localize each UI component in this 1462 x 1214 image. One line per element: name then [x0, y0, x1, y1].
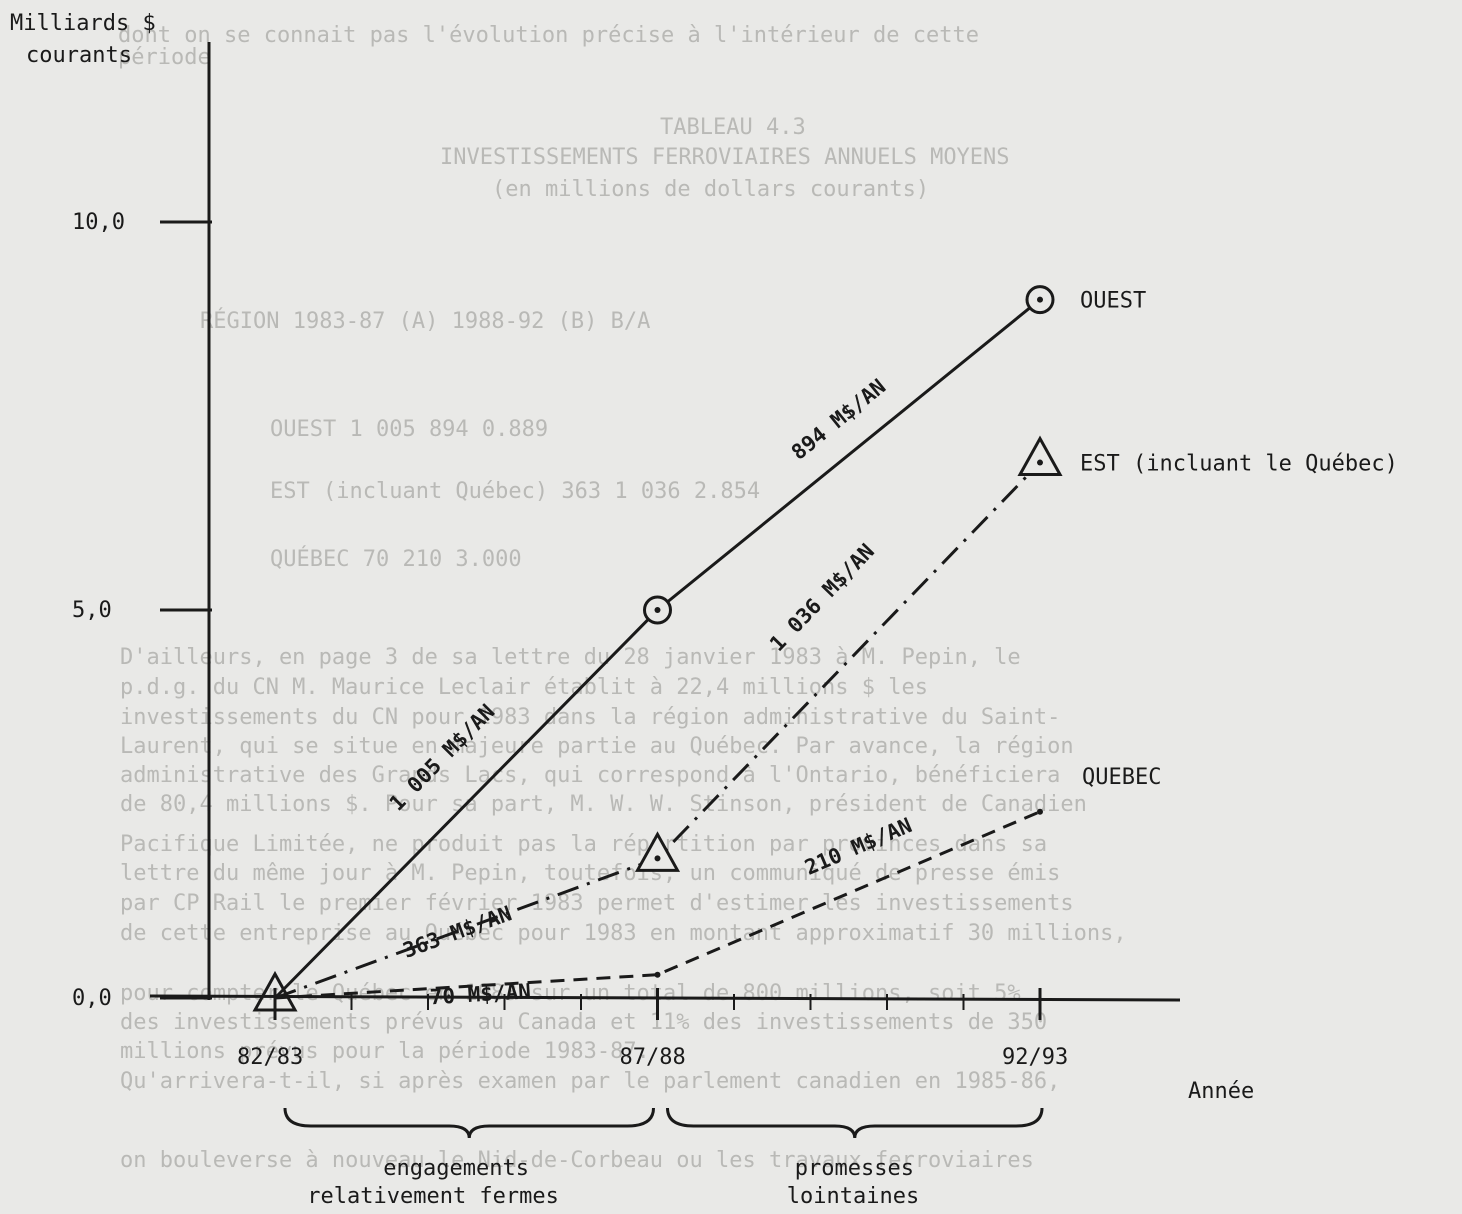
bleed-through-line: pour compter le Québec en 1983 sur un to… [120, 981, 1021, 1006]
series-name-label: QUEBEC [1082, 765, 1161, 790]
period-label-line1: promesses [795, 1156, 914, 1181]
x-axis [149, 994, 1181, 1002]
bleed-through-line: millions prévus pour la période 1983-87. [120, 1039, 650, 1064]
series-name-label: OUEST [1080, 289, 1146, 314]
bleed-through-line: (en millions de dollars courants) [492, 177, 929, 202]
bleed-through-line: on bouleverse à nouveau le Nid-de-Corbea… [120, 1148, 1034, 1173]
period-label-line1: engagements [383, 1156, 529, 1181]
period-label-line2: relativement fermes [307, 1184, 559, 1209]
data-point-dot [654, 855, 661, 862]
x-ticks: 82/83 87/88 92/93 [237, 988, 1068, 1070]
series-line [274, 461, 1042, 1000]
bleed-through-line: D'ailleurs, en page 3 de sa lettre du 28… [120, 645, 1021, 670]
period-bracket [666, 1107, 1044, 1139]
bleed-through-line: dont on se connait pas l'évolution préci… [118, 23, 979, 48]
x-tick-label: 82/83 [237, 1045, 303, 1070]
bleed-through-line: EST (incluant Québec) 363 1 036 2.854 [270, 479, 760, 504]
y-tick-label: 5,0 [72, 598, 112, 623]
bleed-through-line: RÉGION 1983-87 (A) 1988-92 (B) B/A [200, 308, 650, 334]
y-axis-title-line1: Milliards $ [10, 11, 156, 36]
series-name-label: EST (incluant le Québec) [1080, 452, 1398, 477]
x-tick-label: 92/93 [1002, 1045, 1068, 1070]
y-axis-title-line2: courants [26, 43, 132, 68]
x-axis-title: Année [1188, 1079, 1254, 1104]
bleed-through-line: période [118, 45, 211, 70]
bleed-through-line: de cette entreprise au Québec pour 1983 … [120, 921, 1127, 946]
data-point-dot [654, 971, 661, 978]
data-point-dot [1037, 296, 1043, 303]
y-ticks: 0,0 5,0 10,0 [72, 210, 212, 1011]
period-brackets: engagements relativement fermes promesses l… [283, 1107, 1044, 1209]
bleed-through-line: administrative des Grands Lacs, qui corr… [120, 763, 1060, 788]
x-minor-ticks [350, 994, 965, 1010]
period-bracket [283, 1107, 655, 1139]
bleed-through-line: TABLEAU 4.3 [660, 115, 806, 140]
y-tick-label: 0,0 [72, 986, 112, 1011]
bleed-through-line: INVESTISSEMENTS FERROVIAIRES ANNUELS MOY… [440, 145, 1010, 170]
data-point-dot [654, 607, 661, 613]
bleed-through-line: par CP Rail le premier février 1983 perm… [120, 891, 1074, 916]
data-point-dot [1037, 808, 1043, 815]
bleed-through-line: lettre du même jour à M. Pepin, toutefoi… [120, 861, 1060, 886]
bleed-through-line: Laurent, qui se situe en majeure partie … [120, 734, 1074, 759]
bleed-through-line: des investissements prévus au Canada et … [120, 1010, 1047, 1035]
bleed-through-line: OUEST 1 005 894 0.889 [270, 417, 548, 442]
data-point [1017, 435, 1063, 477]
y-tick-label: 10,0 [72, 210, 125, 235]
series-line [274, 810, 1041, 1000]
bleed-through-line: de 80,4 millions $. Pour sa part, M. W. … [120, 792, 1087, 817]
x-tick-label: 87/88 [620, 1045, 686, 1070]
data-point [634, 831, 681, 872]
data-point-dot [1037, 459, 1043, 466]
bleed-through-line: Qu'arrivera-t-il, si après examen par le… [120, 1069, 1060, 1094]
bleed-through-line: QUÉBEC 70 210 3.000 [270, 546, 522, 572]
bleed-through-line: p.d.g. du CN M. Maurice Leclair établit … [120, 675, 928, 700]
origin-marker [252, 970, 298, 1012]
period-label-line2: lointaines [787, 1184, 919, 1209]
bleed-through-line: Pacifique Limitée, ne produit pas la rép… [120, 832, 1047, 857]
segment-rate-label: 894 M$/AN [787, 374, 890, 464]
segment-rate-label: 1 036 M$/AN [765, 539, 879, 656]
bleed-through-line: investissements du CN pour 1983 dans la … [120, 705, 1060, 730]
